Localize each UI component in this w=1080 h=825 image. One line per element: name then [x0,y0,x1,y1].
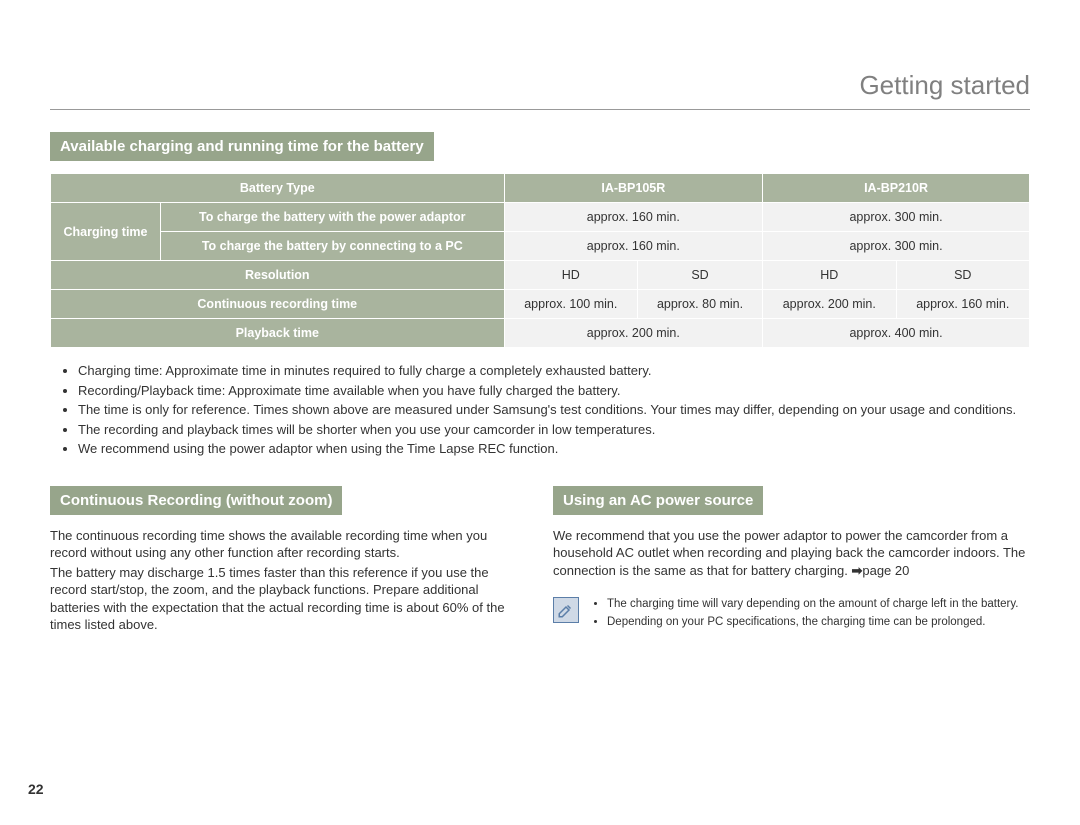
note-box: The charging time will vary depending on… [553,597,1030,632]
th-battery-type: Battery Type [51,174,505,203]
td-charge-pc-b2: approx. 300 min. [763,232,1030,261]
notes-list: Charging time: Approximate time in minut… [50,362,1030,458]
note-item: The recording and playback times will be… [78,421,1030,439]
page-title: Getting started [50,70,1030,110]
td-play-b2: approx. 400 min. [763,319,1030,348]
td-res-b1-sd: SD [638,261,763,290]
para-ac-1: We recommend that you use the power adap… [553,527,1030,580]
th-charging-time: Charging time [51,203,161,261]
para-cont-1: The continuous recording time shows the … [50,527,527,562]
para-cont-2: The battery may discharge 1.5 times fast… [50,564,527,634]
th-continuous-rec: Continuous recording time [51,290,505,319]
td-play-b1: approx. 200 min. [504,319,763,348]
td-res-b2-sd: SD [896,261,1029,290]
td-charge-adaptor-b2: approx. 300 min. [763,203,1030,232]
th-bat2: IA-BP210R [763,174,1030,203]
td-res-b2-hd: HD [763,261,896,290]
td-res-b1-hd: HD [504,261,637,290]
td-rec-b1-sd: approx. 80 min. [638,290,763,319]
th-playback: Playback time [51,319,505,348]
para-ac-pageref: page 20 [862,563,909,578]
page-number: 22 [28,781,44,797]
td-charge-adaptor-b1: approx. 160 min. [504,203,763,232]
para-ac-text: We recommend that you use the power adap… [553,528,1025,578]
note-bullets: The charging time will vary depending on… [589,597,1018,632]
td-rec-b2-sd: approx. 160 min. [896,290,1029,319]
th-charge-pc: To charge the battery by connecting to a… [161,232,505,261]
arrow-icon: ➡ [851,563,862,578]
note-item: Charging time: Approximate time in minut… [78,362,1030,380]
td-charge-pc-b1: approx. 160 min. [504,232,763,261]
battery-table: Battery Type IA-BP105R IA-BP210R Chargin… [50,173,1030,348]
note-item: Recording/Playback time: Approximate tim… [78,382,1030,400]
section-heading-battery: Available charging and running time for … [50,132,434,161]
section-heading-continuous: Continuous Recording (without zoom) [50,486,342,515]
note-item: We recommend using the power adaptor whe… [78,440,1030,458]
col-ac-power: Using an AC power source We recommend th… [553,486,1030,636]
th-bat1: IA-BP105R [504,174,763,203]
th-resolution: Resolution [51,261,505,290]
note-bullet: The charging time will vary depending on… [607,597,1018,613]
note-item: The time is only for reference. Times sh… [78,401,1030,419]
td-rec-b2-hd: approx. 200 min. [763,290,896,319]
td-rec-b1-hd: approx. 100 min. [504,290,637,319]
note-icon [553,597,579,623]
pencil-check-icon [557,601,575,619]
col-continuous-recording: Continuous Recording (without zoom) The … [50,486,527,636]
th-charge-adaptor: To charge the battery with the power ada… [161,203,505,232]
note-bullet: Depending on your PC specifications, the… [607,615,1018,631]
section-heading-ac: Using an AC power source [553,486,763,515]
